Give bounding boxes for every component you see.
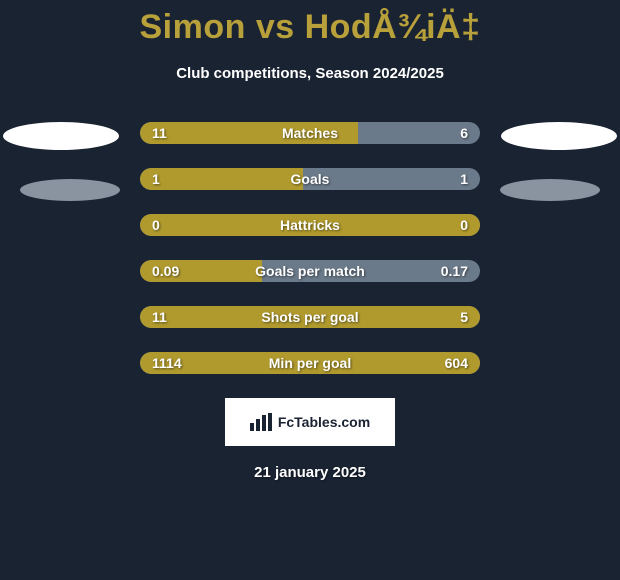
stat-value-right: 0	[460, 214, 468, 236]
stat-label: Min per goal	[140, 352, 480, 374]
stat-value-right: 1	[460, 168, 468, 190]
stat-label: Hattricks	[140, 214, 480, 236]
stat-label: Shots per goal	[140, 306, 480, 328]
branding-text: FcTables.com	[278, 414, 370, 430]
page-title: Simon vs HodÅ¾iÄ‡	[0, 0, 620, 47]
stat-value-right: 6	[460, 122, 468, 144]
stat-label: Goals per match	[140, 260, 480, 282]
stat-row: 1114Min per goal604	[140, 352, 480, 374]
decor-ellipse-gray-left	[20, 179, 120, 201]
stat-row: 0.09Goals per match0.17	[140, 260, 480, 282]
decor-ellipse-white-left	[3, 122, 119, 150]
comparison-chart: 11Matches6 1Goals1 0Hattricks0 0.09Goals pe…	[140, 122, 480, 374]
date-label: 21 january 2025	[0, 464, 620, 481]
stat-row: 1Goals1	[140, 168, 480, 190]
decor-ellipse-gray-right	[500, 179, 600, 201]
stat-value-right: 5	[460, 306, 468, 328]
subtitle: Club competitions, Season 2024/2025	[0, 65, 620, 82]
stat-row: 0Hattricks0	[140, 214, 480, 236]
decor-ellipse-white-right	[501, 122, 617, 150]
branding-badge: FcTables.com	[225, 398, 395, 446]
stat-label: Goals	[140, 168, 480, 190]
stat-label: Matches	[140, 122, 480, 144]
stat-row: 11Shots per goal5	[140, 306, 480, 328]
bars-icon	[250, 413, 272, 431]
stat-value-right: 604	[445, 352, 468, 374]
stat-row: 11Matches6	[140, 122, 480, 144]
stat-value-right: 0.17	[441, 260, 468, 282]
